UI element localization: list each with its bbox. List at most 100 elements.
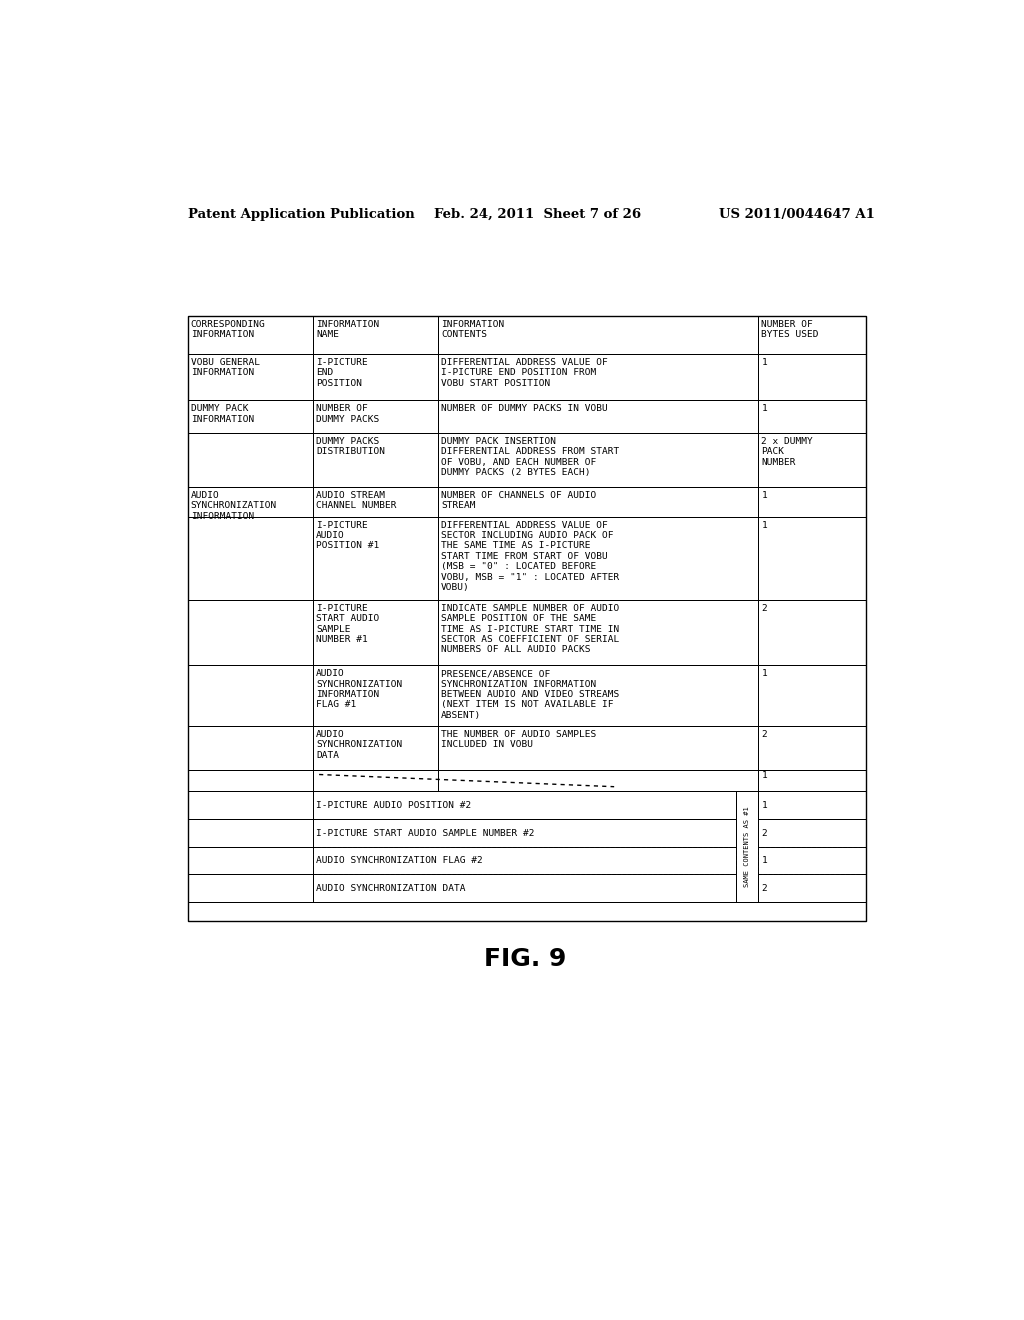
Bar [312,354,438,400]
Text: THE NUMBER OF AUDIO SAMPLES
INCLUDED IN VOBU: THE NUMBER OF AUDIO SAMPLES INCLUDED IN … [441,730,596,750]
Text: AUDIO
SYNCHRONIZATION
DATA: AUDIO SYNCHRONIZATION DATA [316,730,402,759]
Text: 1: 1 [762,404,767,413]
Bar [759,665,866,726]
Text: I-PICTURE AUDIO POSITION #2: I-PICTURE AUDIO POSITION #2 [316,801,471,809]
Bar [187,770,312,791]
Bar [187,847,312,874]
Bar [759,487,866,516]
Text: 1: 1 [762,491,767,500]
Bar [187,354,312,400]
Bar [759,354,866,400]
Text: DUMMY PACK
INFORMATION: DUMMY PACK INFORMATION [190,404,254,424]
Bar [312,315,438,354]
Text: 1: 1 [762,771,767,780]
Bar [187,665,312,726]
Bar [187,315,312,354]
Bar [438,770,759,791]
Bar [312,820,736,847]
Text: FIG. 9: FIG. 9 [483,948,566,972]
Bar [438,516,759,599]
Text: Feb. 24, 2011  Sheet 7 of 26: Feb. 24, 2011 Sheet 7 of 26 [433,207,641,220]
Text: I-PICTURE
END
POSITION: I-PICTURE END POSITION [316,358,368,388]
Bar [759,847,866,874]
Text: AUDIO SYNCHRONIZATION FLAG #2: AUDIO SYNCHRONIZATION FLAG #2 [316,857,482,866]
Bar [736,791,759,903]
Bar [312,487,438,516]
Bar [438,400,759,433]
Bar [438,354,759,400]
Bar [438,315,759,354]
Text: 2: 2 [762,730,767,739]
Text: PRESENCE/ABSENCE OF
SYNCHRONIZATION INFORMATION
BETWEEN AUDIO AND VIDEO STREAMS
: PRESENCE/ABSENCE OF SYNCHRONIZATION INFO… [441,669,620,719]
Bar [312,599,438,665]
Bar [187,874,312,903]
Text: 1: 1 [762,358,767,367]
Bar [187,516,312,599]
Bar [187,315,866,921]
Bar [312,770,438,791]
Bar [759,315,866,354]
Text: Patent Application Publication: Patent Application Publication [187,207,415,220]
Text: I-PICTURE
AUDIO
POSITION #1: I-PICTURE AUDIO POSITION #1 [316,520,379,550]
Text: CORRESPONDING
INFORMATION: CORRESPONDING INFORMATION [190,319,265,339]
Text: INFORMATION
NAME: INFORMATION NAME [316,319,379,339]
Bar [759,516,866,599]
Text: 1: 1 [762,801,767,809]
Bar [312,433,438,487]
Text: DUMMY PACKS
DISTRIBUTION: DUMMY PACKS DISTRIBUTION [316,437,385,457]
Text: 1: 1 [762,669,767,678]
Text: INDICATE SAMPLE NUMBER OF AUDIO
SAMPLE POSITION OF THE SAME
TIME AS I-PICTURE ST: INDICATE SAMPLE NUMBER OF AUDIO SAMPLE P… [441,603,620,655]
Bar [187,599,312,665]
Bar [759,791,866,820]
Text: 2 x DUMMY
PACK
NUMBER: 2 x DUMMY PACK NUMBER [762,437,813,467]
Text: 2: 2 [762,603,767,612]
Bar [759,726,866,770]
Text: AUDIO
SYNCHRONIZATION
INFORMATION: AUDIO SYNCHRONIZATION INFORMATION [190,491,276,521]
Bar [312,400,438,433]
Text: AUDIO SYNCHRONIZATION DATA: AUDIO SYNCHRONIZATION DATA [316,884,466,892]
Bar [312,726,438,770]
Text: NUMBER OF DUMMY PACKS IN VOBU: NUMBER OF DUMMY PACKS IN VOBU [441,404,608,413]
Bar [187,903,866,921]
Text: DIFFERENTIAL ADDRESS VALUE OF
SECTOR INCLUDING AUDIO PACK OF
THE SAME TIME AS I-: DIFFERENTIAL ADDRESS VALUE OF SECTOR INC… [441,520,620,593]
Bar [187,791,312,820]
Bar [187,726,312,770]
Text: US 2011/0044647 A1: US 2011/0044647 A1 [719,207,876,220]
Bar [187,433,312,487]
Text: I-PICTURE
START AUDIO
SAMPLE
NUMBER #1: I-PICTURE START AUDIO SAMPLE NUMBER #1 [316,603,379,644]
Text: AUDIO STREAM
CHANNEL NUMBER: AUDIO STREAM CHANNEL NUMBER [316,491,396,511]
Bar [759,770,866,791]
Text: SAME CONTENTS AS #1: SAME CONTENTS AS #1 [744,807,751,887]
Bar [759,433,866,487]
Bar [312,791,736,820]
Bar [438,665,759,726]
Text: DUMMY PACK INSERTION
DIFFERENTIAL ADDRESS FROM START
OF VOBU, AND EACH NUMBER OF: DUMMY PACK INSERTION DIFFERENTIAL ADDRES… [441,437,620,477]
Bar [759,400,866,433]
Bar [759,599,866,665]
Bar [187,487,312,516]
Bar [312,665,438,726]
Text: NUMBER OF
BYTES USED: NUMBER OF BYTES USED [762,319,819,339]
Bar [438,487,759,516]
Bar [759,820,866,847]
Text: 1: 1 [762,857,767,866]
Bar [438,433,759,487]
Text: NUMBER OF CHANNELS OF AUDIO
STREAM: NUMBER OF CHANNELS OF AUDIO STREAM [441,491,596,511]
Bar [312,847,736,874]
Text: I-PICTURE START AUDIO SAMPLE NUMBER #2: I-PICTURE START AUDIO SAMPLE NUMBER #2 [316,829,535,838]
Bar [187,400,312,433]
Text: NUMBER OF
DUMMY PACKS: NUMBER OF DUMMY PACKS [316,404,379,424]
Bar [312,516,438,599]
Bar [438,599,759,665]
Bar [187,820,312,847]
Text: INFORMATION
CONTENTS: INFORMATION CONTENTS [441,319,505,339]
Bar [759,874,866,903]
Text: 2: 2 [762,829,767,838]
Bar [438,726,759,770]
Text: DIFFERENTIAL ADDRESS VALUE OF
I-PICTURE END POSITION FROM
VOBU START POSITION: DIFFERENTIAL ADDRESS VALUE OF I-PICTURE … [441,358,608,388]
Text: 1: 1 [762,520,767,529]
Text: VOBU GENERAL
INFORMATION: VOBU GENERAL INFORMATION [190,358,260,378]
Bar [312,874,736,903]
Text: 2: 2 [762,884,767,892]
Text: AUDIO
SYNCHRONIZATION
INFORMATION
FLAG #1: AUDIO SYNCHRONIZATION INFORMATION FLAG #… [316,669,402,709]
